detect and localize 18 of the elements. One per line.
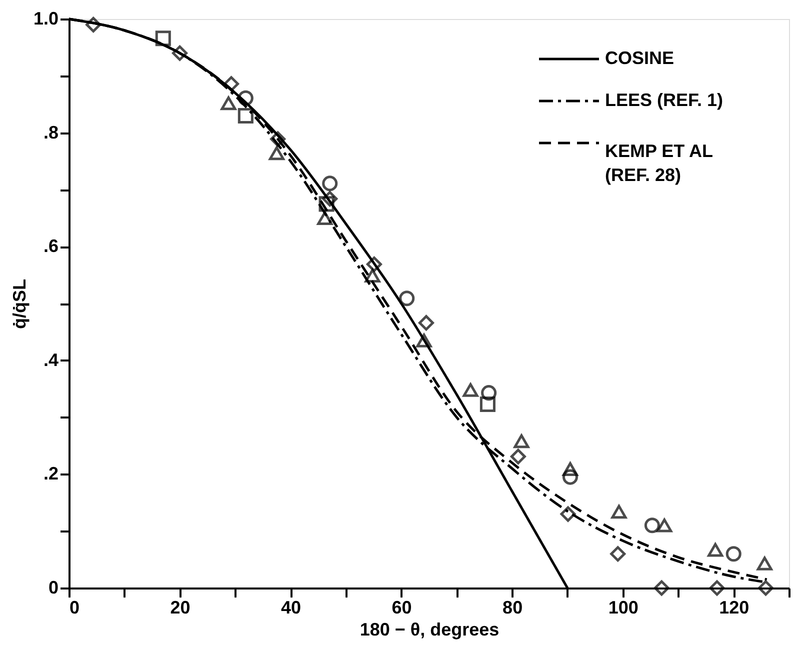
y-tick-label: 1.0 <box>33 8 58 28</box>
x-tick-label: 60 <box>392 598 412 618</box>
y-axis-title: q̇/q̇SL <box>9 279 30 329</box>
y-tick-label: .8 <box>43 122 58 142</box>
x-tick-label: 80 <box>502 598 523 618</box>
x-tick-label: 20 <box>170 598 190 618</box>
x-tick-label: 0 <box>70 598 80 618</box>
x-tick-label: 100 <box>608 598 638 618</box>
x-tick-label: 120 <box>719 598 750 618</box>
x-tick-label: 40 <box>281 598 302 618</box>
legend-label: LEES (REF. 1) <box>605 90 724 110</box>
y-tick-label: .4 <box>43 350 58 370</box>
legend-label: COSINE <box>605 48 674 68</box>
x-axis-title: 180 − θ, degrees <box>360 620 500 640</box>
legend-label: KEMP ET AL (REF. 28) <box>605 141 714 185</box>
y-tick-label: .2 <box>43 464 58 484</box>
y-tick-label: .6 <box>43 236 58 256</box>
y-tick-label: 0 <box>48 578 58 598</box>
